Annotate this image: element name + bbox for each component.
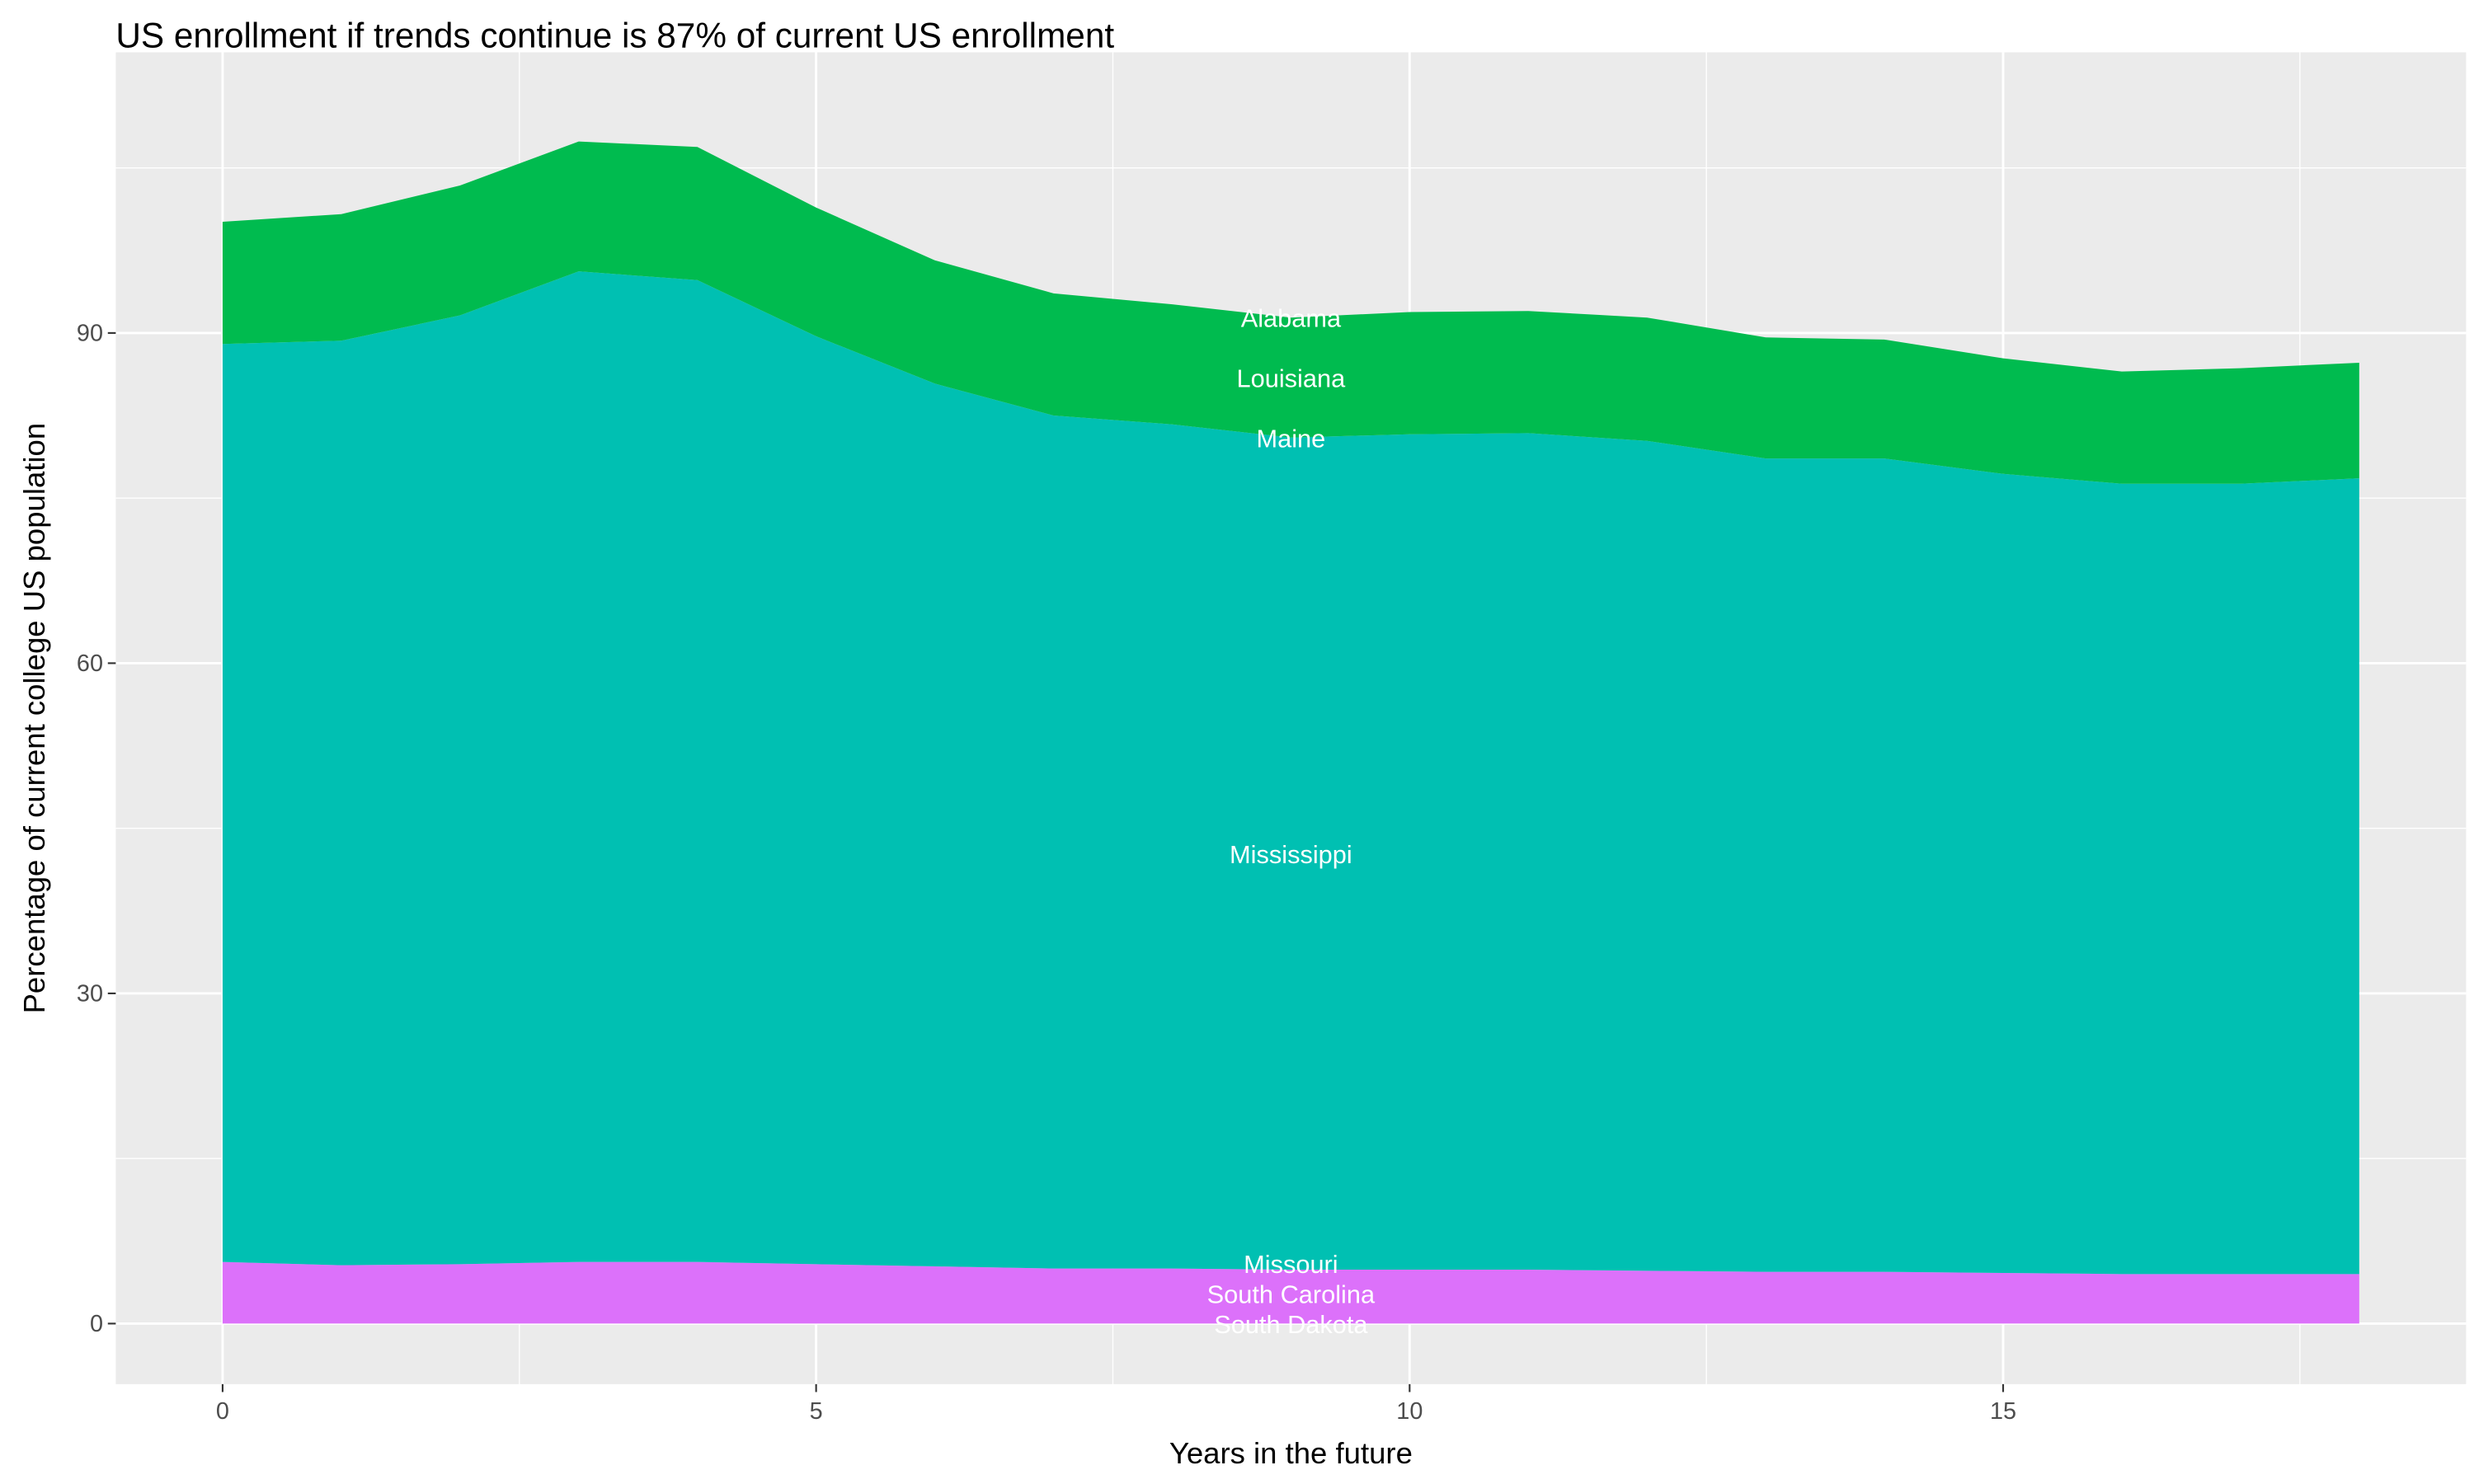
label-missouri: Missouri bbox=[1244, 1250, 1338, 1279]
y-tick-label: 90 bbox=[77, 321, 103, 347]
axes: 0 5 10 15 0 30 60 90 bbox=[77, 321, 2016, 1425]
y-tick-label: 30 bbox=[77, 981, 103, 1007]
x-axis-title: Years in the future bbox=[1169, 1436, 1413, 1470]
chart-title: US enrollment if trends continue is 87% … bbox=[115, 16, 1114, 55]
area-mississippi bbox=[222, 271, 2359, 1275]
label-south-dakota: South Dakota bbox=[1214, 1310, 1368, 1339]
label-alabama: Alabama bbox=[1241, 304, 1342, 333]
x-tick-label: 10 bbox=[1396, 1398, 1423, 1425]
x-tick-label: 15 bbox=[1990, 1398, 2016, 1425]
area-layers bbox=[222, 141, 2359, 1324]
area-louisiana bbox=[222, 141, 2359, 484]
x-tick-label: 5 bbox=[810, 1398, 823, 1425]
label-maine: Maine bbox=[1257, 424, 1326, 453]
label-south-carolina: South Carolina bbox=[1207, 1280, 1376, 1308]
label-louisiana: Louisiana bbox=[1237, 364, 1347, 393]
x-tick-label: 0 bbox=[216, 1398, 229, 1425]
y-tick-label: 60 bbox=[77, 650, 103, 677]
y-tick-label: 0 bbox=[90, 1311, 103, 1337]
y-axis-title: Percentage of current college US populat… bbox=[17, 423, 51, 1014]
label-mississippi: Mississippi bbox=[1230, 840, 1352, 869]
area-missouri bbox=[222, 1261, 2359, 1324]
